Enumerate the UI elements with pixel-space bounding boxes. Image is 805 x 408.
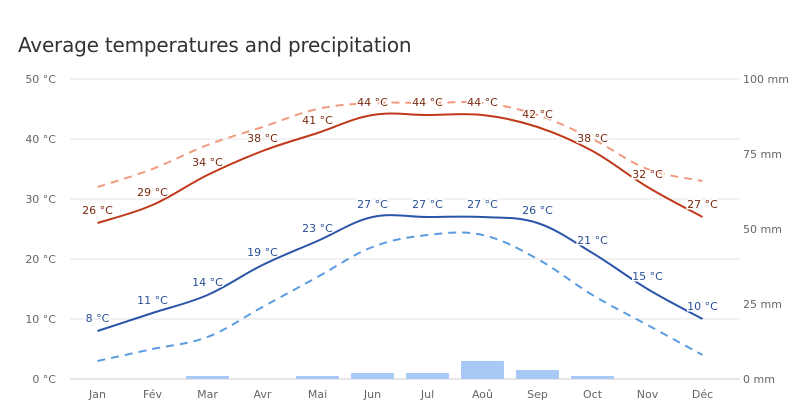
y-left-tick-label: 20 °C (25, 253, 56, 266)
x-tick-label: Oct (583, 388, 603, 401)
data-label: 32 °C (632, 168, 663, 181)
data-label: 11 °C (137, 294, 168, 307)
series-line-dashed (97, 101, 703, 188)
y-right-tick-label: 0 mm (743, 373, 775, 386)
data-label: 23 °C (302, 222, 333, 235)
precipitation-bar (516, 370, 559, 379)
series-line-solid (97, 214, 703, 332)
data-label: 8 °C (86, 312, 110, 325)
x-tick-label: Déc (692, 388, 713, 401)
x-tick-label: Aoû (472, 388, 493, 401)
data-label: 27 °C (357, 198, 388, 211)
series-line-solid (97, 112, 703, 224)
data-label: 27 °C (687, 198, 718, 211)
data-label: 44 °C (412, 96, 443, 109)
y-right-tick-label: 50 mm (743, 223, 782, 236)
x-tick-label: Nov (637, 388, 659, 401)
data-label: 27 °C (467, 198, 498, 211)
data-label: 29 °C (137, 186, 168, 199)
series-line-dashed (97, 231, 703, 362)
x-tick-label: Sep (527, 388, 548, 401)
y-left-tick-label: 30 °C (25, 193, 56, 206)
x-tick-label: Jun (363, 388, 381, 401)
x-tick-label: Jan (88, 388, 106, 401)
precipitation-bar (351, 373, 394, 379)
data-label: 19 °C (247, 246, 278, 259)
data-label: 38 °C (577, 132, 608, 145)
x-tick-label: Jul (420, 388, 434, 401)
y-right-tick-label: 25 mm (743, 298, 782, 311)
y-right-tick-label: 75 mm (743, 148, 782, 161)
data-label: 15 °C (632, 270, 663, 283)
data-label: 42 °C (522, 108, 553, 121)
precipitation-bar (186, 376, 229, 379)
precipitation-bar (406, 373, 449, 379)
y-left-tick-label: 40 °C (25, 133, 56, 146)
precipitation-bar (461, 361, 504, 379)
data-label: 41 °C (302, 114, 333, 127)
data-label: 44 °C (357, 96, 388, 109)
data-label: 27 °C (412, 198, 443, 211)
y-left-tick-label: 50 °C (25, 73, 56, 86)
precipitation-bar (571, 376, 614, 379)
y-right-tick-label: 100 mm (743, 73, 789, 86)
precipitation-bar (296, 376, 339, 379)
data-label: 44 °C (467, 96, 498, 109)
data-label: 21 °C (577, 234, 608, 247)
y-left-tick-label: 10 °C (25, 313, 56, 326)
data-label: 26 °C (522, 204, 553, 217)
x-tick-label: Mai (308, 388, 327, 401)
data-label: 26 °C (82, 204, 113, 217)
data-label: 38 °C (247, 132, 278, 145)
y-left-tick-label: 0 °C (32, 373, 56, 386)
x-tick-label: Mar (197, 388, 218, 401)
data-label: 10 °C (687, 300, 718, 313)
data-label: 14 °C (192, 276, 223, 289)
chart-title: Average temperatures and precipitation (18, 33, 412, 57)
x-tick-label: Avr (254, 388, 272, 401)
data-label: 34 °C (192, 156, 223, 169)
x-tick-label: Fév (143, 388, 162, 401)
